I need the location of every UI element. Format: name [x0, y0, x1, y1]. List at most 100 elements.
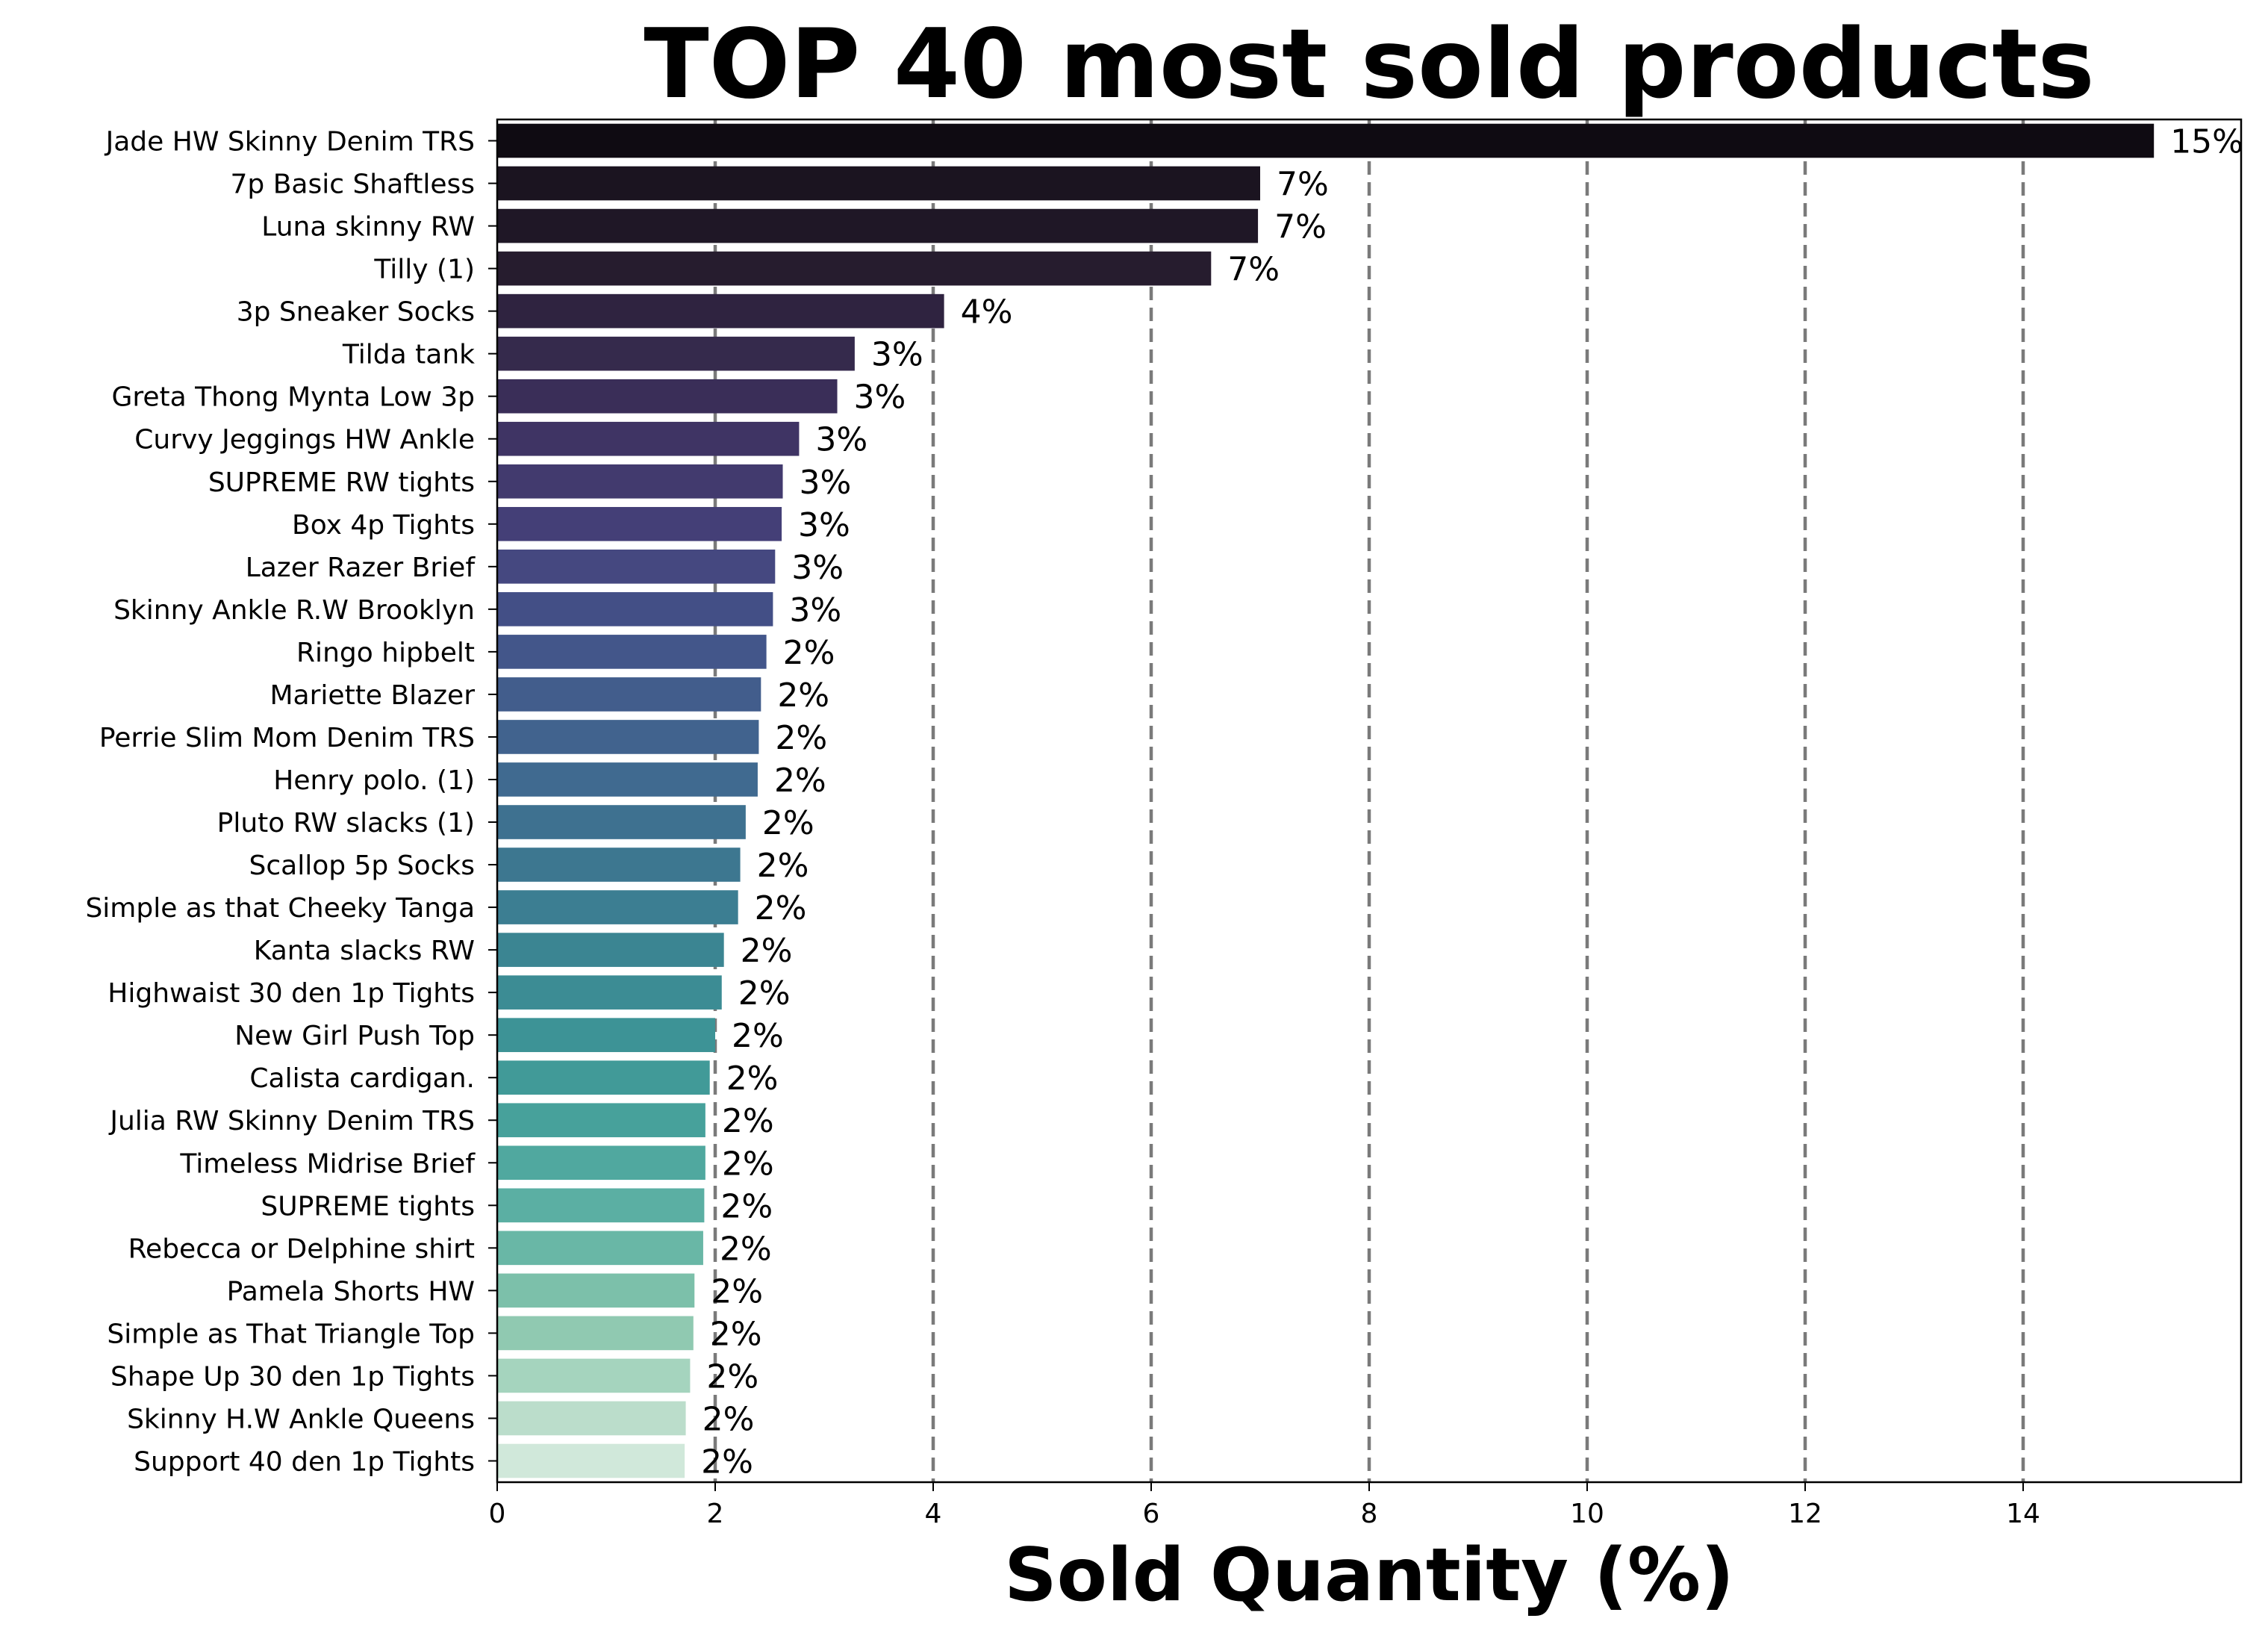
bar — [497, 592, 773, 626]
data-label: 2% — [774, 762, 826, 800]
bar — [497, 208, 1259, 243]
data-label: 3% — [791, 549, 844, 587]
data-label: 2% — [722, 1145, 774, 1183]
bar — [497, 1358, 691, 1393]
data-label: 2% — [732, 1017, 784, 1055]
y-tick-label: Mariette Blazer — [270, 680, 476, 711]
y-tick-label: Luna skinny RW — [261, 212, 475, 243]
y-tick-label: Kanta slacks RW — [254, 936, 475, 966]
x-tick-label: 8 — [1361, 1499, 1378, 1529]
bar — [497, 890, 738, 924]
data-label: 2% — [701, 1443, 753, 1481]
bar — [497, 1316, 694, 1351]
bar — [497, 1145, 705, 1181]
bar — [497, 762, 758, 797]
chart-title: TOP 40 most sold products — [644, 9, 2095, 120]
y-tick-label: Henry polo. (1) — [273, 765, 475, 796]
bar — [497, 1443, 685, 1478]
data-label: 3% — [800, 464, 852, 502]
y-tick-label: Pamela Shorts HW — [227, 1276, 475, 1307]
bar — [497, 336, 855, 371]
y-tick-label: 3p Sneaker Socks — [237, 297, 475, 328]
data-label: 2% — [762, 804, 814, 842]
y-tick-label: Support 40 den 1p Tights — [134, 1446, 475, 1477]
data-label: 2% — [711, 1272, 763, 1310]
bar — [497, 379, 838, 414]
data-label: 2% — [722, 1102, 774, 1140]
bar — [497, 677, 761, 712]
y-tick-label: Curvy Jeggings HW Ankle — [134, 425, 475, 455]
x-tick-label: 6 — [1143, 1499, 1160, 1529]
data-label: 2% — [726, 1060, 779, 1098]
y-tick-label: Box 4p Tights — [292, 510, 475, 541]
data-label: 2% — [702, 1400, 755, 1438]
data-label: 7% — [1274, 208, 1327, 246]
data-label: 2% — [783, 634, 835, 672]
data-label: 4% — [961, 293, 1013, 332]
data-label: 3% — [815, 421, 867, 459]
data-label: 2% — [720, 1230, 772, 1268]
y-tick-label: Skinny Ankle R.W Brooklyn — [113, 595, 475, 626]
bar — [497, 550, 776, 584]
y-tick-label: Scallop 5p Socks — [249, 850, 475, 881]
bar — [497, 1060, 710, 1095]
x-tick-label: 0 — [489, 1499, 506, 1529]
data-label: 2% — [755, 889, 807, 927]
x-axis-label: Sold Quantity (%) — [1004, 1533, 1734, 1618]
plot-frame — [496, 118, 2243, 1484]
data-label: 2% — [757, 847, 809, 885]
data-label: 7% — [1227, 251, 1280, 289]
y-tick-label: Greta Thong Mynta Low 3p — [111, 382, 475, 413]
bar — [497, 1103, 705, 1138]
bar — [497, 847, 741, 882]
bar — [497, 635, 767, 669]
y-tick-label: SUPREME RW tights — [208, 467, 475, 498]
data-label: 3% — [798, 506, 850, 544]
y-tick-label: Skinny H.W Ankle Queens — [127, 1404, 475, 1434]
data-label: 2% — [775, 719, 827, 757]
bar — [497, 1188, 705, 1223]
x-tick-label: 4 — [925, 1499, 942, 1529]
bar — [497, 1401, 686, 1436]
data-label: 3% — [789, 591, 841, 629]
bar — [497, 805, 746, 839]
x-tick-label: 14 — [2006, 1499, 2040, 1529]
data-label: 2% — [738, 974, 791, 1013]
data-label: 3% — [854, 379, 906, 417]
y-tick-label: Timeless Midrise Brief — [179, 1148, 476, 1179]
y-tick-label: Simple as That Triangle Top — [107, 1319, 475, 1349]
data-label: 2% — [720, 1187, 773, 1225]
y-tick-label: Simple as that Cheeky Tanga — [85, 893, 475, 924]
data-label: 2% — [741, 932, 793, 970]
y-tick-label: Highwaist 30 den 1p Tights — [108, 978, 475, 1009]
data-label: 2% — [706, 1357, 758, 1396]
data-label: 3% — [871, 336, 923, 374]
y-tick-label: Julia RW Skinny Denim TRS — [108, 1106, 475, 1136]
bar — [497, 421, 800, 456]
y-tick-label: Tilda tank — [342, 340, 475, 370]
bar — [497, 464, 783, 499]
bar — [497, 251, 1212, 286]
bar — [497, 123, 2155, 158]
y-tick-label: Calista cardigan. — [249, 1063, 475, 1094]
y-tick-label: Ringo hipbelt — [296, 638, 475, 668]
y-tick-label: SUPREME tights — [261, 1191, 475, 1222]
bar — [497, 1018, 715, 1052]
y-tick-label: Jade HW Skinny Denim TRS — [105, 127, 475, 158]
x-tick-label: 10 — [1570, 1499, 1604, 1529]
y-tick-label: Pluto RW slacks (1) — [217, 808, 475, 839]
bar — [497, 293, 944, 329]
bar — [497, 1231, 703, 1266]
y-tick-label: Shape Up 30 den 1p Tights — [110, 1361, 475, 1392]
data-label: 15% — [2170, 123, 2243, 161]
y-tick-label: 7p Basic Shaftless — [231, 169, 476, 200]
x-tick-label: 2 — [707, 1499, 724, 1529]
bar — [497, 166, 1260, 201]
y-tick-label: Rebecca or Delphine shirt — [128, 1234, 475, 1264]
bar — [497, 506, 782, 541]
y-tick-label: Perrie Slim Mom Denim TRS — [99, 723, 475, 753]
bar — [497, 1273, 695, 1308]
y-tick-label: Tilly (1) — [373, 255, 475, 285]
y-tick-label: New Girl Push Top — [234, 1021, 475, 1051]
